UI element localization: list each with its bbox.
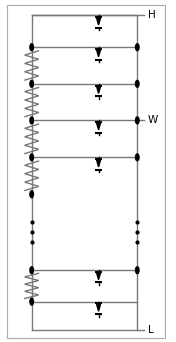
Circle shape xyxy=(30,117,33,124)
Circle shape xyxy=(136,154,139,161)
Text: L: L xyxy=(148,325,154,335)
Circle shape xyxy=(30,267,33,274)
Polygon shape xyxy=(97,123,100,130)
Circle shape xyxy=(136,44,139,51)
Circle shape xyxy=(30,298,33,305)
Circle shape xyxy=(136,117,139,124)
Text: W: W xyxy=(148,115,158,126)
Polygon shape xyxy=(97,273,100,280)
Polygon shape xyxy=(97,304,100,311)
Circle shape xyxy=(30,154,33,161)
Circle shape xyxy=(30,80,33,87)
Circle shape xyxy=(30,191,33,198)
Polygon shape xyxy=(97,50,100,57)
Polygon shape xyxy=(97,18,100,25)
Polygon shape xyxy=(97,160,100,167)
Circle shape xyxy=(136,80,139,87)
Circle shape xyxy=(30,44,33,51)
Text: H: H xyxy=(148,10,156,21)
Polygon shape xyxy=(97,87,100,93)
Circle shape xyxy=(136,267,139,274)
